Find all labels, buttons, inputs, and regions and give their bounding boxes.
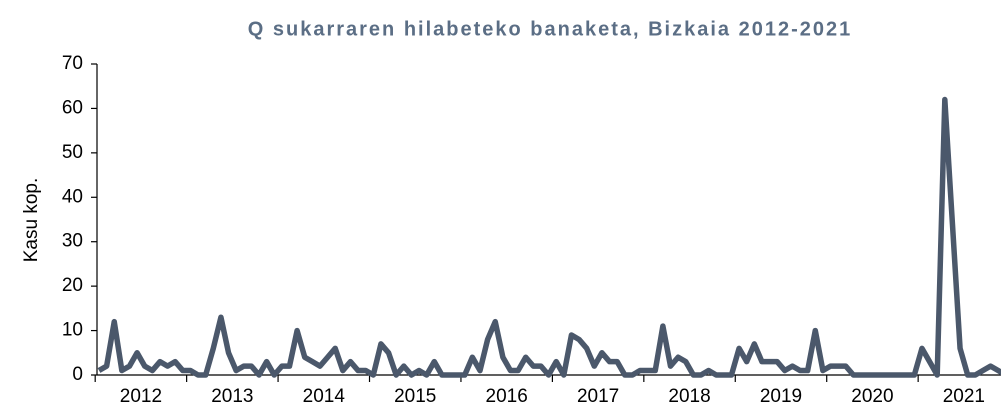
y-tick-label: 40 [62, 186, 83, 207]
y-tick-label: 10 [62, 320, 83, 341]
y-axis-label: Kasu kop. [21, 178, 42, 263]
x-tick-label: 2014 [303, 386, 346, 407]
x-tick-label: 2012 [120, 386, 162, 407]
x-tick-label: 2018 [668, 386, 710, 407]
x-tick-label: 2015 [394, 386, 436, 407]
x-tick-label: 2021 [943, 386, 985, 407]
y-tick-label: 70 [62, 53, 83, 74]
x-tick-label: 2019 [760, 386, 802, 407]
y-tick-label: 60 [62, 97, 83, 118]
y-tick-label: 0 [72, 364, 83, 385]
y-tick-label: 50 [62, 142, 83, 163]
y-tick-label: 20 [62, 275, 83, 296]
x-tick-label: 2020 [851, 386, 893, 407]
chart-title: Q sukarraren hilabeteko banaketa, Bizkai… [248, 18, 853, 40]
x-tick-label: 2016 [486, 386, 528, 407]
x-tick-label: 2013 [211, 386, 253, 407]
x-tick-label: 2017 [577, 386, 619, 407]
series-line [97, 96, 1001, 378]
y-tick-label: 30 [62, 231, 83, 252]
